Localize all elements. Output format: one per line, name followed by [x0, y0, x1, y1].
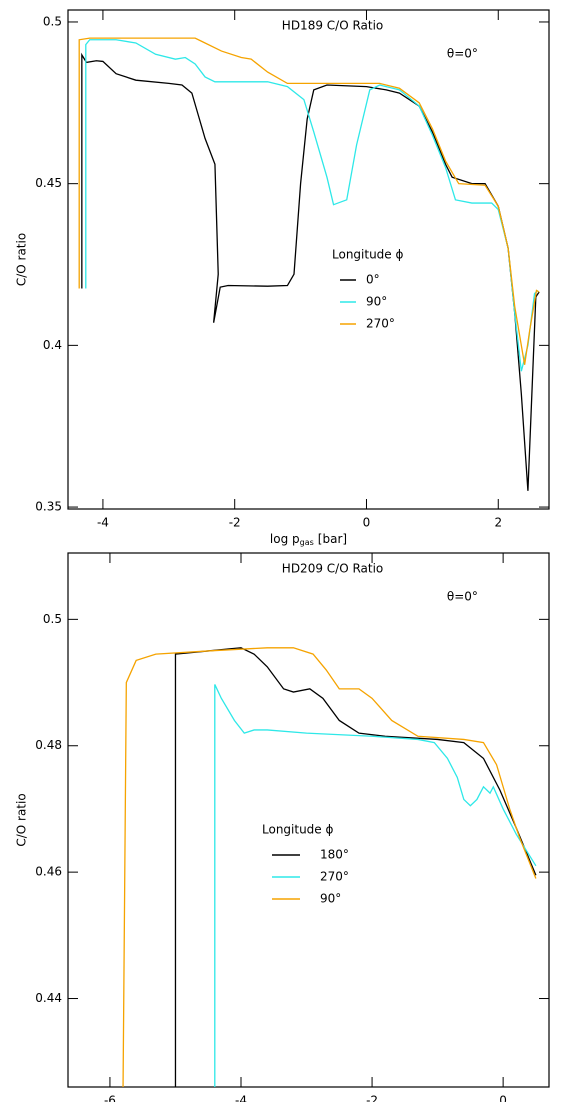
- x-tick-label: -2: [229, 516, 241, 530]
- y-tick-label: 0.46: [35, 865, 62, 879]
- chart-title: HD189 C/O Ratio: [282, 19, 383, 33]
- data-line: [85, 39, 539, 372]
- legend-label: 180°: [320, 848, 349, 862]
- y-tick-label: 0.45: [35, 176, 62, 190]
- legend-label: 270°: [366, 317, 395, 331]
- y-tick-label: 0.5: [43, 612, 62, 626]
- data-line: [122, 647, 537, 1087]
- y-tick-label: 0.35: [35, 500, 62, 514]
- y-tick-label: 0.48: [35, 738, 62, 752]
- x-label-part: log p: [270, 532, 300, 546]
- data-line: [174, 647, 537, 1087]
- x-tick-label: 0: [363, 516, 371, 530]
- x-axis-label: log pgas [bar]: [270, 532, 347, 547]
- data-line: [78, 37, 540, 365]
- plot-frame: [67, 552, 550, 1088]
- x-tick-label: -6: [104, 1094, 116, 1102]
- annotation: θ=0°: [447, 47, 478, 61]
- x-tick-label: 0: [499, 1094, 507, 1102]
- x-label-part: [bar]: [318, 532, 347, 546]
- panel: 0.44 0.46 0.48 0.5 -6 -4 -2 0 HD209 C/O Ratio θ=0…: [15, 552, 550, 1102]
- chart-title: HD209 C/O Ratio: [282, 562, 383, 576]
- legend-label: 0°: [366, 273, 380, 287]
- x-tick-label: -4: [97, 516, 109, 530]
- y-axis-label: C/O ratio: [15, 793, 29, 846]
- legend-label: 90°: [320, 892, 341, 906]
- x-tick-label: 2: [494, 516, 502, 530]
- y-tick-label: 0.5: [43, 14, 62, 28]
- legend-title: Longitude ϕ: [262, 823, 333, 837]
- y-tick-label: 0.44: [35, 991, 62, 1005]
- plot-frame: [67, 9, 550, 510]
- x-tick-label: -4: [235, 1094, 247, 1102]
- x-label-sub: gas: [300, 538, 314, 547]
- annotation: θ=0°: [447, 590, 478, 604]
- y-tick-label: 0.4: [43, 338, 62, 352]
- x-tick-label: -2: [366, 1094, 378, 1102]
- data-line: [214, 684, 537, 1087]
- legend-label: 90°: [366, 295, 387, 309]
- panel: 0.35 0.4 0.45 0.5 -4 -2 0 2 HD189 C/O Ratio θ=0° C…: [15, 9, 550, 547]
- legend-label: 270°: [320, 870, 349, 884]
- legend-title: Longitude ϕ: [332, 248, 403, 262]
- y-axis-label: C/O ratio: [15, 233, 29, 286]
